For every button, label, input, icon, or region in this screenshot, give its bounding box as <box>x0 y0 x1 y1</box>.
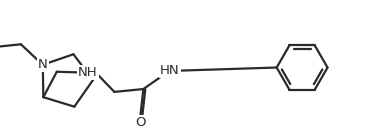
Text: N: N <box>38 58 47 71</box>
Text: HN: HN <box>160 64 180 77</box>
Text: O: O <box>135 116 146 129</box>
Text: NH: NH <box>78 66 98 79</box>
